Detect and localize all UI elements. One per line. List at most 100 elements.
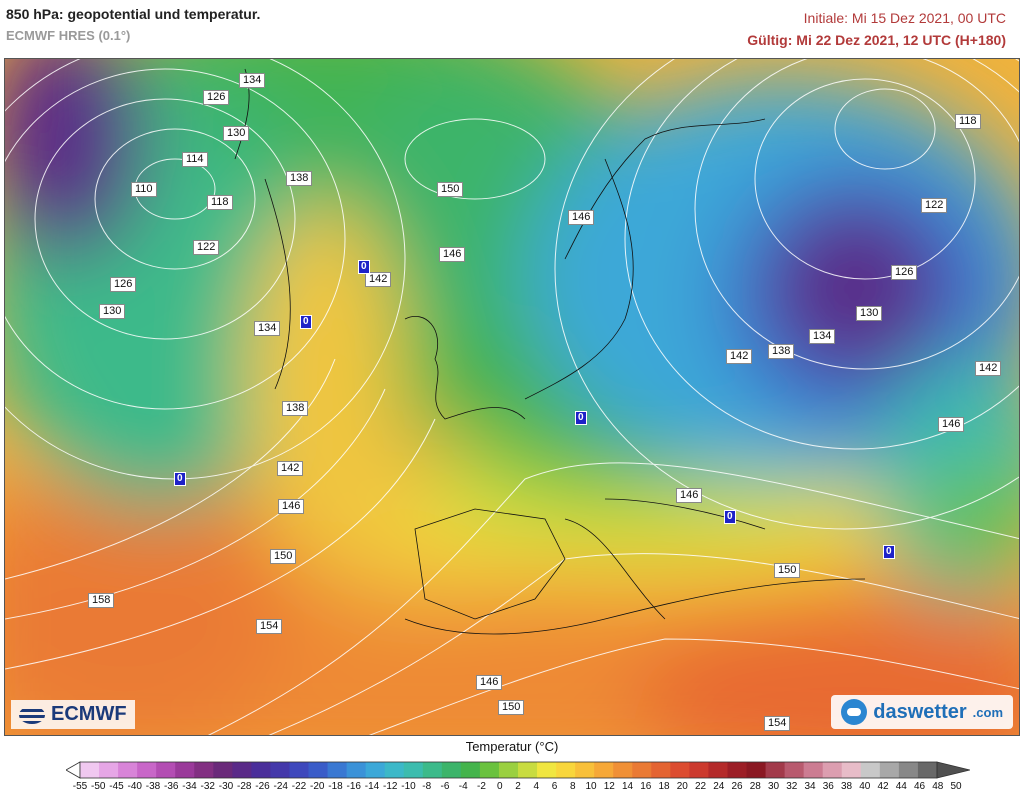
zero-isotherm-label: 0 <box>358 260 370 274</box>
legend-tick-label: 18 <box>658 781 670 792</box>
colorbar-arrow-high <box>936 761 970 779</box>
legend-tick-label: 30 <box>767 781 780 792</box>
legend-tick-label: 34 <box>804 781 816 792</box>
legend-tick-label: 20 <box>676 781 688 792</box>
legend-tick-label: 48 <box>932 781 944 792</box>
legend-tick-label: 2 <box>515 781 521 792</box>
valid-time: Gültig: Mi 22 Dez 2021, 12 UTC (H+180) <box>747 32 1006 48</box>
colorbar-swatch <box>898 762 919 778</box>
legend-tick-label: -16 <box>346 781 361 792</box>
legend-tick-label: 40 <box>859 781 871 792</box>
colorbar-swatch <box>556 762 576 778</box>
map-title: 850 hPa: geopotential und temperatur. <box>6 6 261 22</box>
legend-tick-label: -14 <box>364 781 380 792</box>
colorbar-swatch <box>613 762 633 778</box>
legend-tick-label: -4 <box>458 781 468 792</box>
isohypse-label: 150 <box>498 700 525 715</box>
colorbar-swatch <box>784 762 805 778</box>
isohypse-label: 138 <box>768 344 795 359</box>
zero-isotherm-label: 0 <box>575 411 587 425</box>
legend-tick-label: 28 <box>749 781 761 792</box>
legend-tick-label: 14 <box>621 781 634 792</box>
legend-tick-label: -30 <box>218 781 234 792</box>
isohypse-label: 146 <box>278 499 305 514</box>
colorbar-swatch <box>879 762 900 778</box>
daswetter-logo[interactable]: daswetter .com <box>831 695 1013 729</box>
zero-isotherm-label: 0 <box>883 545 895 559</box>
isohypse-label: 126 <box>203 90 230 105</box>
isohypse-label: 146 <box>476 675 503 690</box>
colorbar-swatch <box>384 762 405 778</box>
colorbar-swatch <box>441 762 462 778</box>
isohypse-label: 134 <box>239 73 266 88</box>
legend-tick-label: 50 <box>950 781 962 792</box>
isohypse-label: 142 <box>365 272 392 287</box>
colorbar-swatch <box>308 762 329 778</box>
colorbar-swatch <box>80 762 100 778</box>
colorbar-swatch <box>289 762 310 778</box>
legend-title: Temperatur (°C) <box>465 739 559 754</box>
legend-tick-label: -28 <box>237 781 252 792</box>
isohypse-label: 122 <box>921 198 948 213</box>
isohypse-label: 158 <box>88 593 115 608</box>
colorbar-swatch <box>670 762 690 778</box>
isohypse-label: 130 <box>99 304 126 319</box>
legend-tick-label: -55 <box>72 781 88 792</box>
legend-tick-label: -18 <box>328 781 343 792</box>
isohypse-label: 114 <box>182 152 208 167</box>
legend-tick-label: 24 <box>713 781 725 792</box>
colorbar-swatch <box>708 762 728 778</box>
colorbar-swatch <box>651 762 671 778</box>
temperature-field <box>5 59 1019 735</box>
colorbar-arrow-low <box>66 761 81 779</box>
zero-isotherm-label: 0 <box>174 472 186 486</box>
colorbar-swatch <box>327 762 348 778</box>
legend-tick-label: -22 <box>291 781 307 792</box>
isohypse-label: 142 <box>975 361 1002 376</box>
isohypse-label: 134 <box>809 329 836 344</box>
isohypse-label: 110 <box>131 182 157 197</box>
colorbar-swatch <box>365 762 386 778</box>
isohypse-label: 142 <box>726 349 753 364</box>
colorbar-swatch <box>137 762 157 778</box>
model-label: ECMWF HRES (0.1°) <box>6 28 131 43</box>
colorbar-swatch <box>251 762 271 778</box>
isohypse-label: 142 <box>277 461 304 476</box>
weather-map[interactable]: 134 126 130 114 110 118 122 126 130 138 150 146 146 1… <box>4 58 1020 736</box>
colorbar-swatch <box>727 762 748 778</box>
isohypse-label: 150 <box>774 563 801 578</box>
legend-tick-label: 22 <box>694 781 707 792</box>
isohypse-label: 154 <box>764 716 791 731</box>
isohypse-label: 154 <box>256 619 283 634</box>
legend-tick-label: 26 <box>731 781 743 792</box>
isohypse-label: 138 <box>286 171 313 186</box>
legend-tick-label: -34 <box>182 781 197 792</box>
legend-tick-label: 38 <box>840 781 853 792</box>
legend-tick-label: 46 <box>913 781 926 792</box>
legend-tick-label: -40 <box>127 781 142 792</box>
ecmwf-logo-text: ECMWF <box>51 703 127 725</box>
isohypse-label: 130 <box>856 306 883 321</box>
initial-time: Initiale: Mi 15 Dez 2021, 00 UTC <box>803 10 1006 26</box>
colorbar-swatch <box>689 762 709 778</box>
zero-isotherm-label: 0 <box>724 510 736 524</box>
daswetter-logo-text: daswetter <box>873 700 967 723</box>
legend-tick-label: 36 <box>822 781 834 792</box>
legend-tick-label: 4 <box>533 781 540 792</box>
legend-tick-label: -45 <box>109 781 124 792</box>
colorbar-swatch <box>803 762 824 778</box>
colorbar-swatch <box>460 762 481 778</box>
colorbar-outline <box>79 761 938 779</box>
legend-tick-label: -50 <box>91 781 106 792</box>
color-scale-bar <box>66 761 970 779</box>
colorbar-swatch <box>422 762 443 778</box>
cloud-icon <box>841 699 868 725</box>
header-right: Initiale: Mi 15 Dez 2021, 00 UTC Gültig:… <box>747 10 1006 48</box>
legend-tick-label: -36 <box>164 781 179 792</box>
legend-tick-label: 0 <box>496 781 503 792</box>
colorbar-swatch <box>270 762 290 778</box>
colorbar-swatch <box>213 762 233 778</box>
isohypse-label: 150 <box>270 549 297 564</box>
legend-tick-label: -38 <box>145 781 161 792</box>
colorbar-swatch <box>860 762 881 778</box>
